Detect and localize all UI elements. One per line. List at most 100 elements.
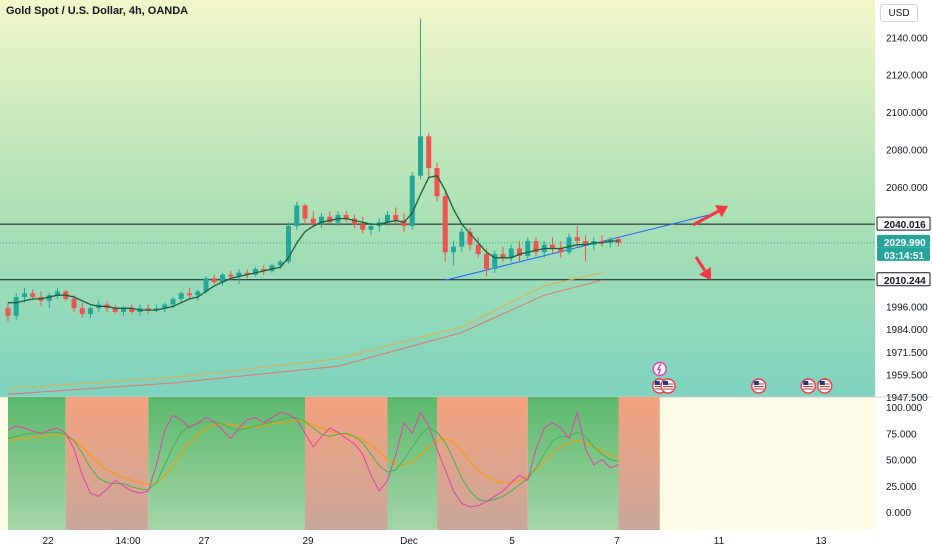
time-tick-label: Dec: [400, 536, 418, 547]
price-label-dark: 2040.016: [876, 216, 931, 231]
time-tick-label: 14:00: [115, 536, 140, 547]
chart-title: Gold Spot / U.S. Dollar, 4h, OANDA: [6, 5, 189, 17]
candle-body: [385, 214, 390, 223]
osc-tick-label: 0.000: [886, 508, 911, 519]
candle-body: [162, 304, 168, 309]
candle-body: [475, 244, 481, 255]
price-tick-label: 1996.000: [886, 302, 928, 313]
candle-body: [352, 218, 357, 225]
oscillator-zone-bull: [527, 397, 619, 530]
flash-event-bolt: [656, 363, 662, 375]
us-flag-canton: [803, 381, 809, 385]
candle-body: [244, 272, 250, 275]
candle-body: [558, 248, 564, 253]
candle-body: [129, 308, 135, 312]
time-tick-label: 11: [714, 536, 725, 547]
price-label-text: 2029.990: [884, 238, 926, 249]
candle-body: [88, 308, 93, 314]
candle-body: [30, 293, 36, 298]
oscillator-zone-bull: [8, 397, 66, 530]
candle-body: [327, 216, 333, 223]
down-arrow-head: [699, 266, 711, 280]
price-axis-background: [875, 0, 932, 397]
candle-body: [13, 297, 19, 316]
time-tick-label: 13: [815, 536, 827, 547]
candle-body: [418, 136, 423, 176]
candle-body: [451, 246, 456, 253]
oscillator-layer: [7, 410, 619, 508]
candle-body: [154, 308, 159, 311]
event-layer[interactable]: [652, 361, 833, 394]
price-label-text: 2010.244: [884, 276, 926, 287]
axis-layer: 2140.000 2120.000 2100.000 2080.000 2060.000…: [42, 33, 931, 547]
price-tick-label: 1959.500: [886, 371, 928, 382]
flash-event-icon: [652, 361, 667, 377]
trendline: [445, 214, 710, 281]
candle-body: [434, 168, 440, 197]
oscillator-zone-bear: [65, 397, 149, 530]
candle-body: [55, 291, 60, 296]
time-tick-label: 22: [42, 536, 54, 547]
us-flag-canton: [753, 381, 759, 385]
up-arrow-shaft: [692, 209, 720, 227]
candle-body: [566, 237, 572, 253]
candle-body: [368, 226, 374, 230]
candle-body: [203, 278, 209, 292]
candle-body: [228, 274, 234, 277]
candle-body: [22, 293, 27, 298]
candle-body: [302, 205, 308, 219]
candle-body: [492, 254, 498, 270]
up-arrow: [692, 205, 728, 227]
down-arrow-shaft: [694, 256, 707, 272]
candle-body: [236, 272, 242, 277]
price-label-dark: 2010.244: [876, 272, 931, 287]
moving-average-fast: [8, 174, 619, 311]
candle-body: [467, 231, 473, 245]
candle-body: [508, 248, 514, 258]
candle-body: [220, 274, 225, 283]
candle-body: [360, 224, 366, 230]
price-label-box: [877, 234, 930, 248]
currency-button[interactable]: USD: [880, 4, 918, 22]
candle-body: [426, 136, 432, 169]
candle-body: [459, 231, 465, 247]
moving-average-slow: [7, 279, 603, 395]
price-label-text: 03:14:51: [884, 251, 924, 262]
time-tick-label: 5: [509, 536, 515, 547]
price-label-box: [876, 216, 931, 231]
candle-body: [178, 293, 184, 299]
us-flag-event-icon: [800, 378, 816, 394]
price-layer: [0, 18, 875, 395]
candle-body: [442, 196, 448, 253]
price-tick-label: 2060.000: [886, 183, 928, 194]
price-tick-label: 1971.500: [886, 348, 928, 359]
oscillator-ma-line: [7, 420, 619, 486]
up-arrow-head: [714, 205, 728, 218]
oscillator-k-line: [7, 410, 619, 508]
price-tick-label: 2100.000: [886, 108, 928, 119]
time-tick-label: 29: [302, 536, 314, 547]
candle-body: [525, 241, 531, 256]
candle-body: [269, 265, 275, 271]
candle-body: [46, 295, 52, 301]
candle-body: [121, 308, 126, 312]
candle-body: [5, 308, 11, 316]
price-label-box: [877, 247, 930, 261]
price-tick-label: 1947.500: [886, 393, 928, 404]
candle-body: [500, 254, 506, 258]
candle-body: [409, 175, 415, 227]
candle-body: [261, 269, 267, 271]
price-label-green: 2029.990: [877, 234, 930, 249]
price-tick-label: 2140.000: [886, 33, 928, 44]
us-flag-canton: [819, 381, 825, 385]
moving-average-mid: [7, 272, 603, 390]
candle-body: [277, 261, 283, 266]
price-label-box: [876, 272, 931, 287]
candle-body: [517, 248, 522, 256]
oscillator-d-line: [7, 417, 619, 503]
osc-tick-label: 25.000: [886, 482, 917, 493]
candle-body: [343, 214, 349, 219]
candle-body: [187, 293, 192, 296]
